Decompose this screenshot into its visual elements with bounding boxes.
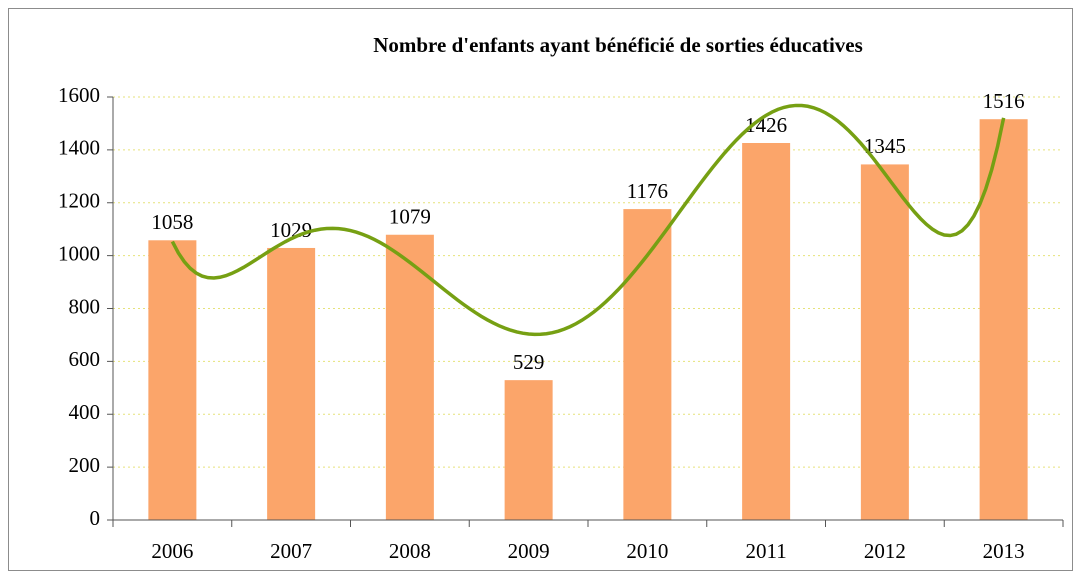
x-tick-label: 2010	[626, 539, 668, 563]
x-tick-label: 2008	[389, 539, 431, 563]
value-label: 529	[513, 350, 545, 374]
y-tick-label: 1000	[58, 241, 100, 265]
x-tick-label: 2009	[508, 539, 550, 563]
y-tick-label: 800	[69, 294, 101, 318]
bar	[979, 119, 1028, 521]
bar	[623, 209, 672, 520]
chart-title: Nombre d'enfants ayant bénéficié de sort…	[373, 33, 863, 57]
value-label: 1516	[983, 89, 1025, 113]
bar	[860, 164, 909, 520]
x-tick-label: 2006	[151, 539, 193, 563]
y-tick-label: 0	[90, 506, 101, 530]
y-tick-label: 400	[69, 400, 101, 424]
value-label: 1079	[389, 205, 431, 229]
bar	[148, 240, 197, 520]
y-tick-label: 600	[69, 347, 101, 371]
value-label: 1058	[151, 210, 193, 234]
bar	[742, 143, 791, 520]
y-tick-label: 1400	[58, 136, 100, 160]
y-tick-label: 200	[69, 453, 101, 477]
bar	[504, 380, 553, 520]
x-tick-label: 2013	[983, 539, 1025, 563]
x-tick-label: 2012	[864, 539, 906, 563]
value-label: 1176	[627, 179, 668, 203]
bar	[385, 234, 434, 520]
y-tick-label: 1200	[58, 189, 100, 213]
x-tick-label: 2007	[270, 539, 312, 563]
x-tick-label: 2011	[746, 539, 787, 563]
bar	[267, 247, 316, 520]
y-tick-label: 1600	[58, 83, 100, 107]
trendline	[170, 103, 1006, 337]
